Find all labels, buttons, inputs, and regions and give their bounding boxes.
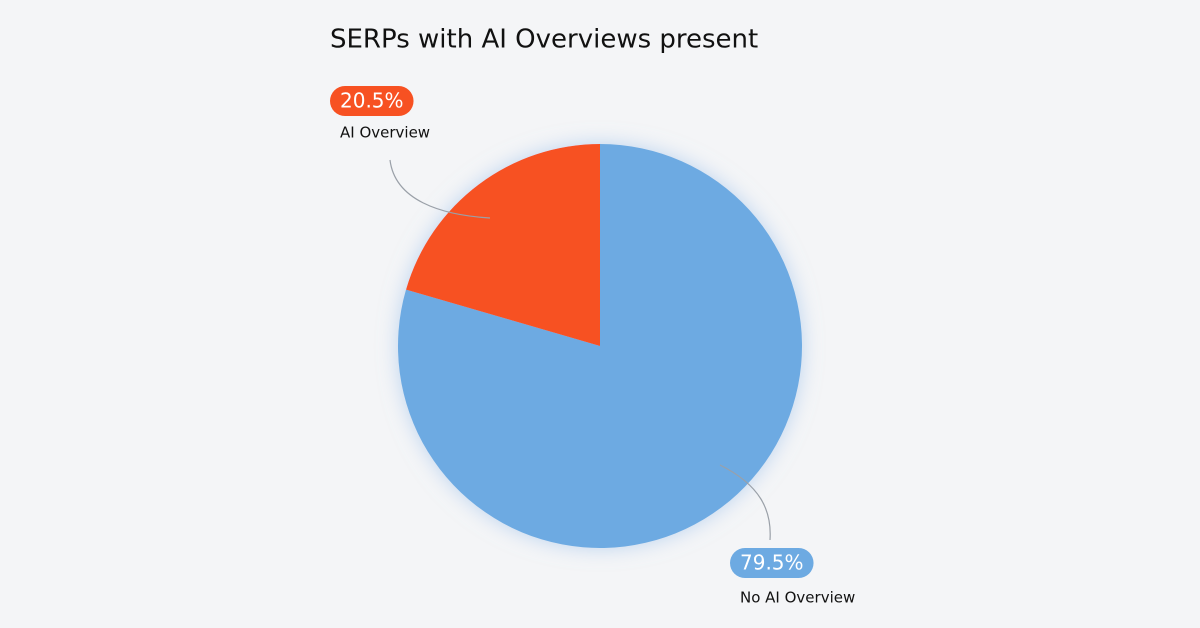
category-label: AI Overview <box>340 124 430 142</box>
category-label: No AI Overview <box>740 589 855 607</box>
value-pill <box>330 86 414 116</box>
leader-line <box>389 159 491 219</box>
leader-line <box>719 464 771 541</box>
value-pill <box>730 548 814 578</box>
chart-title: SERPs with AI Overviews present <box>330 25 758 55</box>
pie <box>397 144 802 548</box>
value-label: 20.5% <box>340 89 404 113</box>
pie-slice <box>406 144 600 346</box>
value-label: 79.5% <box>740 551 804 575</box>
pie-slice <box>397 144 802 548</box>
